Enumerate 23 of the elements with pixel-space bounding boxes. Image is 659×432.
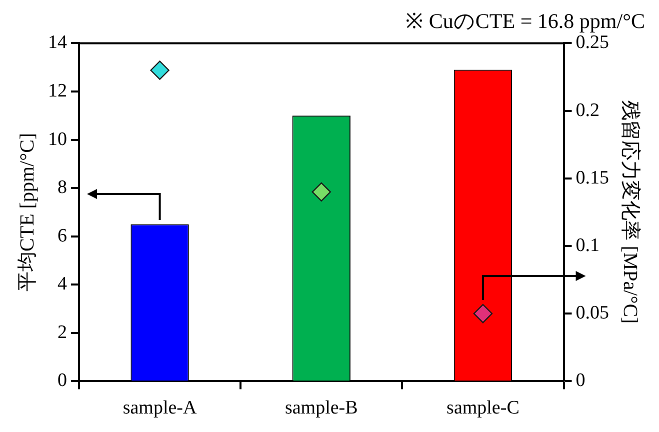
point [150, 60, 170, 80]
y-tick-label: 12 [48, 80, 67, 102]
y-tick-label: 10 [48, 128, 67, 150]
y2-tick-label: 0.15 [576, 167, 609, 188]
y2-axis-title: 残留応力変化率 [MPa/°C] [618, 100, 642, 324]
y-tick-label: 14 [48, 32, 68, 54]
y2-tick-label: 0.05 [576, 302, 609, 324]
x-tick-label: sample-B [284, 398, 358, 419]
y2-tick-label: 0.25 [576, 32, 609, 54]
y-tick-label: 8 [58, 177, 67, 198]
y2-tick-label: 0.1 [576, 234, 600, 256]
y-axis-title: 平均CTE [ppm/°C] [16, 132, 38, 292]
y-tick-label: 6 [58, 225, 67, 246]
point [473, 304, 493, 324]
y2-tick-label: 0.2 [576, 100, 600, 121]
y-tick-label: 0 [58, 370, 67, 392]
point [312, 182, 331, 202]
y-tick-label: 2 [58, 322, 67, 343]
x-tick-label: sample-A [122, 398, 197, 419]
chart-title: ※ CuのCTE = 16.8 ppm/°C [406, 9, 645, 34]
y-tick-label: 4 [58, 274, 68, 295]
y2-tick-label: 0 [576, 370, 586, 392]
x-tick-label: sample-C [446, 398, 520, 419]
